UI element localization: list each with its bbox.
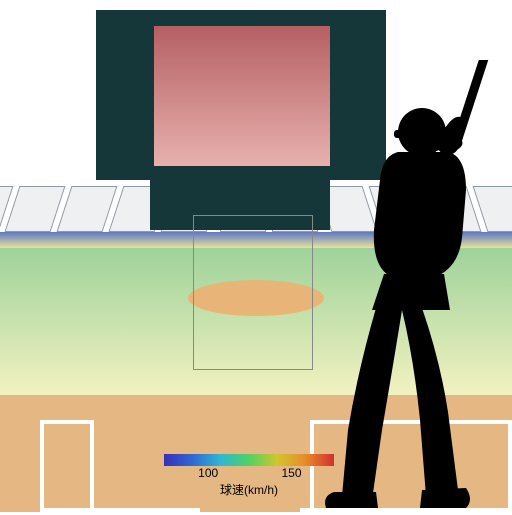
- strike-zone: [193, 215, 313, 370]
- scene-root: 100150 球速(km/h): [0, 0, 512, 512]
- batter-silhouette: [298, 60, 512, 510]
